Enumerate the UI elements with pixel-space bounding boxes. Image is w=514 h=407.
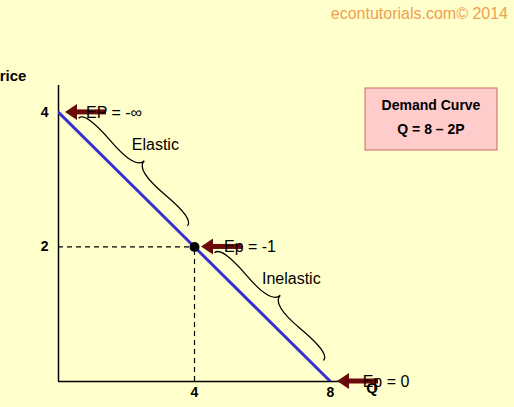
svg-text:econtutorials.com© 2014: econtutorials.com© 2014	[331, 5, 508, 22]
svg-text:8: 8	[327, 384, 335, 400]
svg-text:Price: Price	[0, 67, 26, 84]
svg-text:4: 4	[41, 104, 49, 120]
svg-text:2: 2	[41, 238, 49, 254]
svg-text:EP = -∞: EP = -∞	[86, 104, 142, 121]
svg-text:Demand Curve: Demand Curve	[382, 97, 481, 113]
svg-text:Ep = -1: Ep = -1	[224, 238, 276, 255]
svg-text:4: 4	[191, 384, 199, 400]
svg-text:Inelastic: Inelastic	[262, 270, 321, 287]
svg-text:Ep = 0: Ep = 0	[363, 373, 410, 390]
svg-text:Q = 8 – 2P: Q = 8 – 2P	[397, 121, 464, 137]
svg-text:Elastic: Elastic	[132, 136, 179, 153]
